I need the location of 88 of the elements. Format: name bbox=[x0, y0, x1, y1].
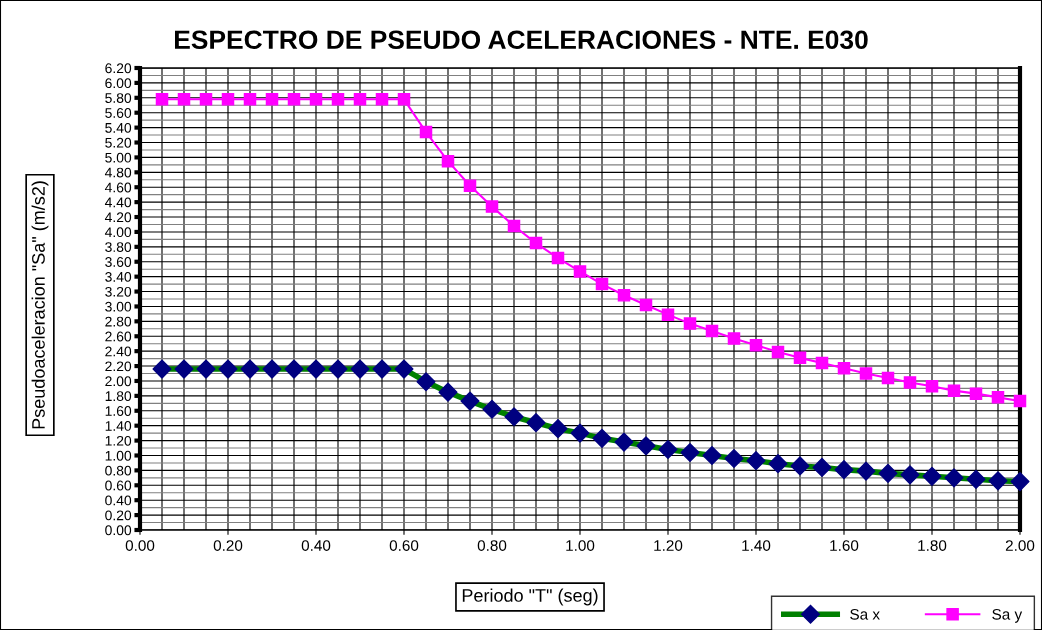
y-axis-title: Pseudoaceleracion "Sa" (m/s2) bbox=[31, 181, 49, 429]
point bbox=[969, 387, 983, 400]
legend-label: Sa y bbox=[992, 608, 1023, 623]
y-tick-label: 3.20 bbox=[105, 286, 132, 297]
point bbox=[243, 93, 257, 106]
x-tick-label: 1.60 bbox=[830, 540, 859, 551]
y-tick-label: 2.80 bbox=[105, 316, 132, 327]
point bbox=[639, 298, 653, 312]
point bbox=[353, 93, 367, 106]
y-tick-label: 4.40 bbox=[104, 197, 132, 208]
point bbox=[837, 362, 851, 375]
y-tick-label: 2.40 bbox=[105, 346, 132, 357]
point bbox=[881, 371, 895, 385]
point bbox=[441, 154, 455, 168]
y-tick-label: 5.40 bbox=[105, 122, 132, 133]
x-tick-label: 1.00 bbox=[566, 540, 595, 551]
point bbox=[859, 367, 873, 380]
point bbox=[507, 219, 521, 233]
x-tick-label: 0.00 bbox=[125, 540, 155, 551]
point bbox=[375, 93, 389, 106]
legend-label: Sa x bbox=[850, 608, 880, 620]
x-tick-label: 0.40 bbox=[301, 540, 331, 551]
point bbox=[265, 93, 279, 106]
y-tick-label: 2.60 bbox=[105, 331, 132, 342]
point bbox=[551, 251, 565, 265]
point bbox=[771, 345, 785, 359]
point bbox=[397, 93, 411, 106]
point bbox=[199, 93, 213, 106]
y-tick-label: 3.00 bbox=[105, 301, 132, 312]
y-tick-label: 4.60 bbox=[104, 182, 132, 193]
y-tick-label: 1.20 bbox=[105, 435, 132, 446]
y-tick-label: 5.00 bbox=[105, 152, 132, 163]
y-tick-label: 1.40 bbox=[105, 421, 132, 431]
point bbox=[485, 200, 499, 213]
x-tick-label: 0.80 bbox=[477, 540, 507, 551]
point bbox=[419, 125, 433, 139]
x-tick-label: 1.40 bbox=[742, 540, 771, 551]
point bbox=[815, 356, 829, 370]
y-tick-label: 4.00 bbox=[104, 227, 132, 238]
point bbox=[991, 391, 1005, 404]
point bbox=[947, 384, 961, 397]
y-tick-label: 2.20 bbox=[105, 361, 132, 372]
x-tick-label: 0.60 bbox=[389, 540, 419, 551]
point bbox=[287, 93, 301, 106]
point bbox=[573, 265, 587, 278]
point bbox=[727, 332, 741, 345]
point bbox=[793, 351, 807, 365]
point bbox=[617, 289, 631, 302]
x-axis-title: Periodo "T" (seg) bbox=[462, 588, 598, 606]
point bbox=[683, 317, 697, 330]
y-tick-label: 0.00 bbox=[105, 525, 132, 536]
x-tick-label: 1.20 bbox=[654, 540, 683, 551]
y-tick-label: 4.80 bbox=[104, 167, 132, 178]
point bbox=[177, 93, 191, 106]
point bbox=[705, 324, 719, 338]
point bbox=[595, 277, 609, 291]
y-tick-label: 1.00 bbox=[105, 450, 132, 461]
y-tick-label: 5.80 bbox=[105, 93, 132, 103]
y-tick-label: 4.20 bbox=[104, 212, 132, 223]
y-tick-label: 1.80 bbox=[105, 391, 132, 402]
point bbox=[529, 236, 543, 250]
y-tick-label: 5.60 bbox=[105, 108, 132, 118]
x-tick-label: 2.00 bbox=[1005, 540, 1035, 551]
point bbox=[155, 93, 169, 106]
point bbox=[903, 376, 917, 389]
y-tick-label: 6.20 bbox=[105, 63, 132, 74]
point bbox=[463, 179, 477, 192]
y-tick-label: 3.40 bbox=[105, 271, 132, 282]
point bbox=[661, 308, 675, 321]
y-tick-label: 2.00 bbox=[105, 376, 132, 387]
point bbox=[221, 93, 235, 106]
point bbox=[331, 93, 345, 106]
y-tick-label: 0.40 bbox=[105, 495, 132, 506]
point bbox=[925, 379, 939, 393]
y-tick-label: 6.00 bbox=[105, 78, 132, 89]
y-tick-label: 3.80 bbox=[105, 242, 132, 253]
y-tick-label: 3.60 bbox=[105, 257, 132, 267]
point bbox=[749, 338, 763, 352]
chart-title: ESPECTRO DE PSEUDO ACELERACIONES - NTE. E030 bbox=[175, 30, 868, 50]
y-tick-label: 0.60 bbox=[105, 480, 132, 491]
point bbox=[309, 93, 323, 106]
y-tick-label: 1.60 bbox=[105, 406, 132, 416]
y-tick-label: 0.80 bbox=[105, 465, 132, 476]
point bbox=[1013, 394, 1027, 408]
y-tick-label: 5.20 bbox=[105, 137, 132, 148]
y-tick-label: 0.20 bbox=[105, 510, 132, 521]
x-tick-label: 1.80 bbox=[918, 540, 947, 551]
x-tick-label: 0.20 bbox=[213, 540, 243, 551]
